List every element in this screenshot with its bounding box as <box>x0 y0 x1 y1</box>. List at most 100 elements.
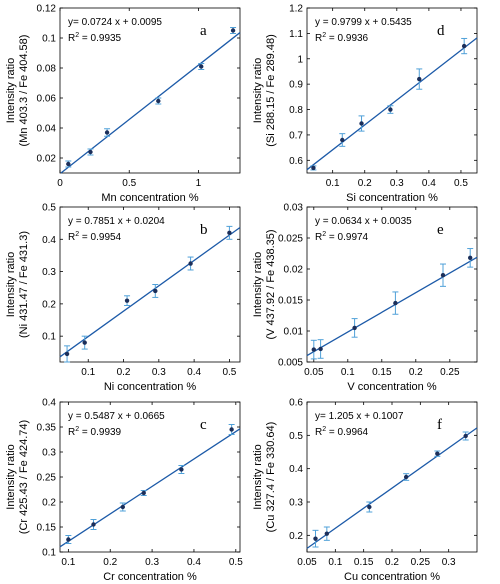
panel-letter: a <box>200 23 207 39</box>
data-point <box>393 300 398 306</box>
data-point <box>311 347 316 352</box>
data-point <box>66 537 71 542</box>
fit-equation: y= 1.205 x + 0.1007 <box>315 411 404 422</box>
x-tick-label: 0.15 <box>354 557 374 568</box>
x-axis-label: V concentration % <box>347 381 436 393</box>
data-point <box>403 474 409 480</box>
y-tick-label: 0.8 <box>289 105 303 116</box>
r-squared-exponent: 2 <box>75 426 79 433</box>
data-point <box>120 504 125 510</box>
r-squared-symbol: R <box>68 427 75 438</box>
data-point <box>82 340 87 345</box>
x-tick-label: 0.1 <box>326 178 340 189</box>
data-point <box>311 165 316 171</box>
y-tick-label: 0.01 <box>284 327 304 338</box>
r-squared-value: = 0.9935 <box>79 33 121 44</box>
r-squared-symbol: R <box>315 427 322 438</box>
data-point <box>417 76 422 82</box>
panel-letter: f <box>437 417 442 433</box>
x-tick-label: 0.25 <box>411 557 431 568</box>
plot-frame <box>59 206 241 363</box>
y-tick-label: 0.2 <box>42 498 56 509</box>
r-squared-label: R2 = 0.9935 <box>68 32 122 44</box>
panel-letter: b <box>200 222 208 238</box>
x-tick-label: 0.25 <box>440 367 460 378</box>
x-tick-label: 0.5 <box>122 178 136 189</box>
x-tick-label: 0.5 <box>222 367 236 378</box>
fit-equation: y = 0.0634 x + 0.0035 <box>315 216 412 227</box>
x-tick-label: 1 <box>196 178 202 189</box>
fit-equation: y = 0.5487 x + 0.0665 <box>68 411 165 422</box>
y-axis-sublabel: (Ni 431.47 / Fe 431.3) <box>18 231 30 338</box>
y-tick-label: 1.2 <box>289 4 303 15</box>
y-tick-label: 0.08 <box>37 64 57 75</box>
data-point <box>104 130 110 135</box>
data-point <box>313 536 318 541</box>
y-tick-label: 0.5 <box>289 431 303 442</box>
data-point <box>141 490 146 496</box>
data-point <box>340 137 345 143</box>
x-tick-label: 0.1 <box>341 367 355 378</box>
data-point <box>188 261 193 266</box>
fit-line <box>60 32 241 174</box>
x-axis-label: Cr concentration % <box>103 571 197 583</box>
x-tick-label: 0.2 <box>409 367 423 378</box>
r-squared-exponent: 2 <box>322 231 326 238</box>
chart-panel-f: 0.05 0.1 0.15 0.2 0.25 0.3 0.2 0.3 0.4 0.5 0.6 Cu c… <box>252 398 478 583</box>
y-tick-label: 0.06 <box>37 94 57 105</box>
x-tick-label: 0 <box>57 178 63 189</box>
r-squared-symbol: R <box>68 33 75 44</box>
y-axis-label: Intensity ratio <box>252 252 264 317</box>
x-tick-label: 0.4 <box>187 367 201 378</box>
r-squared-symbol: R <box>315 33 322 44</box>
y-tick-label: 0.1 <box>42 332 56 343</box>
chart-panel-b: 0.1 0.2 0.3 0.4 0.5 0.1 0.2 0.3 0.4 0.5 Ni concent… <box>5 203 241 393</box>
chart-panel-a: 0 0.5 1 0.02 0.04 0.06 0.08 0.1 0.12 Mn concentra… <box>5 4 241 204</box>
data-point <box>461 43 467 49</box>
y-axis-sublabel: (V 437.92 / Fe 438.35) <box>265 229 277 339</box>
y-tick-label: 0.03 <box>284 203 304 214</box>
fit-equation: y = 0.9799 x + 0.5435 <box>315 17 412 28</box>
x-tick-label: 0.05 <box>297 557 317 568</box>
y-axis-label: Intensity ratio <box>5 252 17 317</box>
x-tick-label: 0.05 <box>304 367 324 378</box>
chart-panel-e: 0.05 0.1 0.15 0.2 0.25 0.005 0.01 0.015 0.02 0.02… <box>252 203 478 393</box>
r-squared-value: = 0.9974 <box>326 232 368 243</box>
r-squared-exponent: 2 <box>75 32 79 39</box>
y-tick-label: 0.6 <box>289 156 303 167</box>
y-tick-label: 0.4 <box>42 398 56 409</box>
chart-panel-d: 0.1 0.2 0.3 0.4 0.5 0.6 0.7 0.8 0.9 1 1.1 1.2 Si con… <box>252 4 478 204</box>
y-tick-label: 0.7 <box>289 130 303 141</box>
x-axis-label: Mn concentration % <box>101 192 198 204</box>
x-tick-label: 0.15 <box>372 367 392 378</box>
plot-frame <box>59 7 241 174</box>
data-point <box>156 98 161 104</box>
data-point <box>367 504 372 510</box>
x-tick-label: 0.3 <box>145 557 159 568</box>
data-point <box>153 288 158 294</box>
y-tick-label: 0.4 <box>42 235 56 246</box>
y-tick-label: 0.25 <box>37 473 57 484</box>
data-point <box>359 121 364 126</box>
y-axis-sublabel: (Si 288.15 / Fe 289.48) <box>265 34 277 147</box>
data-point <box>230 28 236 33</box>
y-axis-label: Intensity ratio <box>252 58 264 123</box>
y-tick-label: 0.2 <box>42 299 56 310</box>
data-point <box>124 298 130 303</box>
x-tick-label: 0.5 <box>229 557 243 568</box>
y-tick-label: 0.1 <box>42 548 56 559</box>
x-tick-label: 0.2 <box>117 367 131 378</box>
x-tick-label: 0.1 <box>81 367 95 378</box>
r-squared-label: R2 = 0.9939 <box>68 426 122 438</box>
data-point <box>66 161 71 167</box>
data-point <box>64 351 70 357</box>
r-squared-label: R2 = 0.9964 <box>315 426 369 438</box>
r-squared-value: = 0.9936 <box>326 33 368 44</box>
x-tick-label: 0.3 <box>152 367 166 378</box>
x-tick-label: 0.2 <box>103 557 117 568</box>
y-tick-label: 0.02 <box>284 265 304 276</box>
fit-line <box>306 427 478 549</box>
fit-line <box>306 256 478 357</box>
y-axis-label: Intensity ratio <box>252 444 264 509</box>
panel-letter: c <box>200 417 207 433</box>
